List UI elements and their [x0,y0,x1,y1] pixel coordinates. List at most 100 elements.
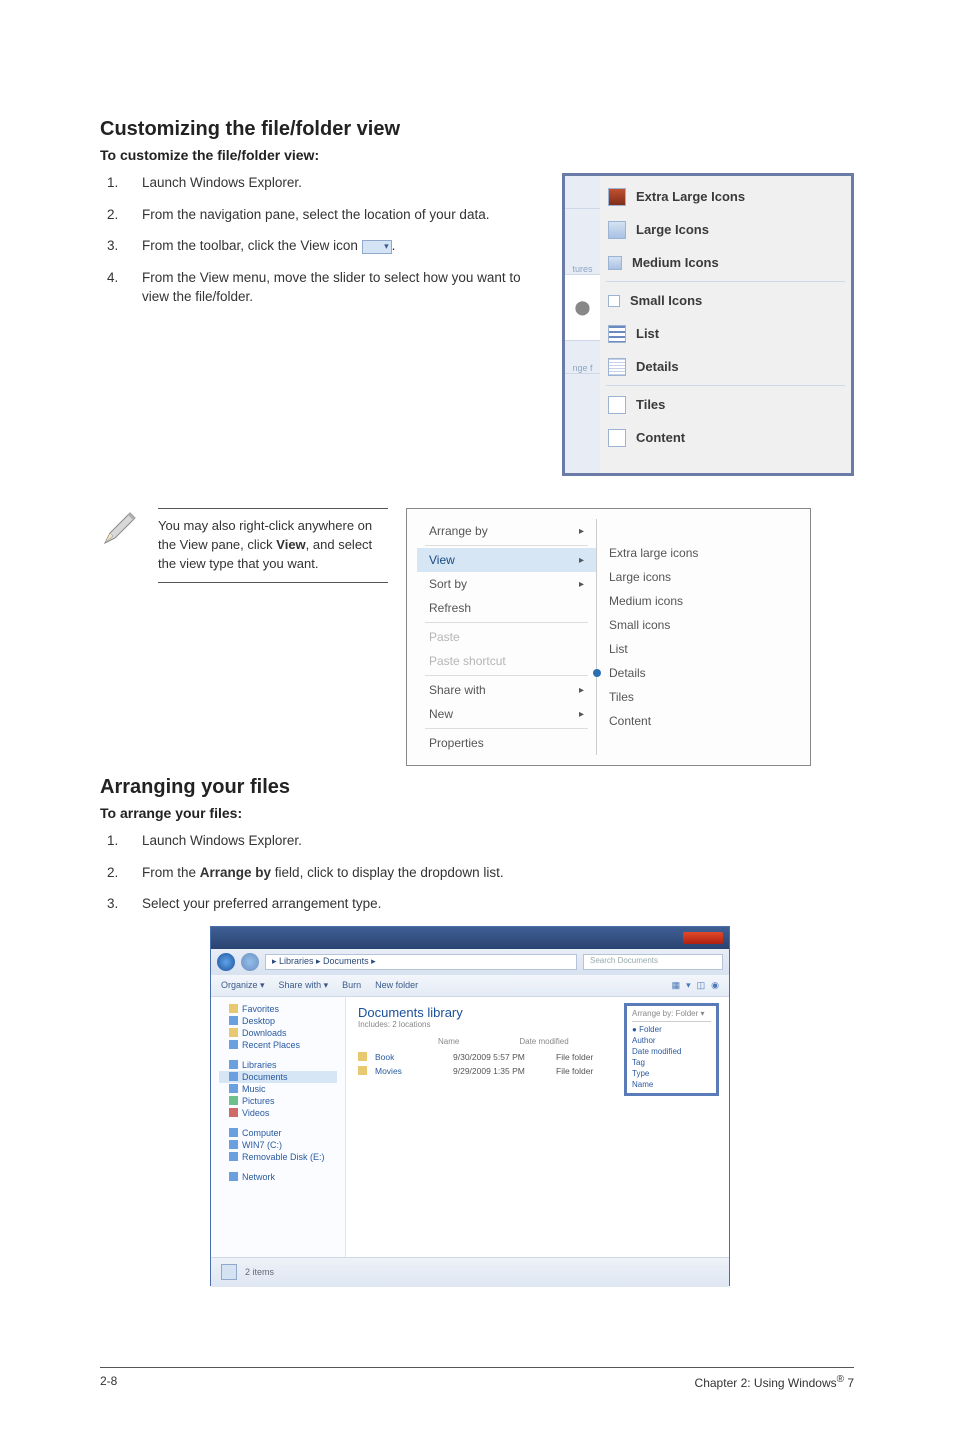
side-c[interactable]: WIN7 (C:) [219,1139,337,1151]
tb-r0[interactable]: ▦ [672,980,681,991]
view-option-large[interactable]: Large Icons [600,213,851,246]
cm-l-1: View [429,553,455,567]
view-option-small[interactable]: Small Icons [600,284,851,317]
cm-r-4[interactable]: List [597,637,800,661]
s2-step-1: Launch Windows Explorer. [122,831,854,851]
explorer-sidebar: Favorites Desktop Downloads Recent Place… [211,997,346,1257]
note-row: You may also right-click anywhere on the… [100,508,854,766]
explorer-main: Documents library Includes: 2 locations … [346,997,729,1257]
side-g1-0: Desktop [242,1016,275,1026]
step-2: From the navigation pane, select the loc… [122,205,542,225]
dd-4[interactable]: Type [632,1068,711,1079]
cm-r-0[interactable]: Extra large icons [597,541,800,565]
arrange-dropdown[interactable]: Arrange by: Folder ▾ ● Folder Author Dat… [624,1003,719,1096]
side-libraries[interactable]: Libraries [219,1059,337,1071]
cm-r-1[interactable]: Large icons [597,565,800,589]
slider-tick-3: nge f [565,341,600,374]
side-music[interactable]: Music [219,1083,337,1095]
close-icon[interactable] [683,932,723,944]
cm-r-l-5: Details [609,666,646,680]
cm-l-11: Properties [429,736,484,750]
side-recent[interactable]: Recent Places [219,1039,337,1051]
large-label: Large Icons [636,222,709,237]
view-option-tiles[interactable]: Tiles [600,388,851,421]
tiles-icon [608,396,626,414]
tb-r3[interactable]: ◉ [711,980,719,991]
tb-share[interactable]: Share with ▾ [279,980,329,991]
view-option-details[interactable]: Details [600,350,851,383]
back-button[interactable] [217,953,235,971]
dd-3[interactable]: Tag [632,1057,711,1068]
col-name[interactable]: Name [438,1037,459,1046]
tb-newfolder[interactable]: New folder [375,980,418,990]
view-slider-row: tures ⬤ nge f Extra Large Icons Large Ic… [565,176,851,473]
cm-r-6[interactable]: Tiles [597,685,800,709]
cm-r-l-0: Extra large icons [609,546,698,560]
footer-post: 7 [844,1376,854,1390]
view-size-menu: tures ⬤ nge f Extra Large Icons Large Ic… [562,173,854,476]
view-option-content[interactable]: Content [600,421,851,454]
side-desktop[interactable]: Desktop [219,1015,337,1027]
folder-icon [358,1066,367,1075]
cm-new[interactable]: New▸ [417,702,596,726]
cm-properties[interactable]: Properties [417,731,596,755]
side-pictures[interactable]: Pictures [219,1095,337,1107]
dd-0[interactable]: ● Folder [632,1024,711,1035]
dd-l0: Folder [639,1025,662,1034]
dd-1[interactable]: Author [632,1035,711,1046]
details-label: Details [636,359,679,374]
cm-r-3[interactable]: Small icons [597,613,800,637]
tb-r1[interactable]: ▾ [686,980,691,991]
bullet-icon [593,669,601,677]
xl-icon [608,188,626,206]
medium-label: Medium Icons [632,255,719,270]
side-g2-3: Videos [242,1108,269,1118]
search-input[interactable]: Search Documents [583,954,723,970]
side-g2-2: Pictures [242,1096,275,1106]
cm-view[interactable]: View▸ [417,548,596,572]
dd-5[interactable]: Name [632,1079,711,1090]
page-footer: 2-8 Chapter 2: Using Windows® 7 [100,1367,854,1390]
side-favorites[interactable]: Favorites [219,1003,337,1015]
view-dropdown-icon [362,240,392,254]
content-icon [608,429,626,447]
view-option-medium[interactable]: Medium Icons [600,246,851,279]
content-label: Content [636,430,685,445]
forward-button[interactable] [241,953,259,971]
view-option-list[interactable]: List [600,317,851,350]
side-g4: Network [219,1171,337,1183]
side-e[interactable]: Removable Disk (E:) [219,1151,337,1163]
cm-r-7[interactable]: Content [597,709,800,733]
view-sep-2 [606,385,845,386]
breadcrumb[interactable]: ▸ Libraries ▸ Documents ▸ [265,954,577,970]
cm-r-2[interactable]: Medium icons [597,589,800,613]
side-documents[interactable]: Documents [219,1071,337,1083]
s2-step-3: Select your preferred arrangement type. [122,894,854,914]
side-downloads[interactable]: Downloads [219,1027,337,1039]
tb-burn[interactable]: Burn [342,980,361,990]
col-date[interactable]: Date modified [519,1037,568,1046]
side-videos[interactable]: Videos [219,1107,337,1119]
cm-r-5[interactable]: Details [597,661,800,685]
cm-l-3: Refresh [429,601,471,615]
tb-r2[interactable]: ◫ [697,980,706,991]
cm-refresh[interactable]: Refresh [417,596,596,620]
cm-arrange-by[interactable]: Arrange by ▸ [417,519,596,543]
arrow-icon: ▸ [579,685,584,696]
footer-rp: Chapter 2: Using Windows [695,1376,837,1390]
arrow-icon: ▸ [579,579,584,590]
cm-share-with[interactable]: Share with▸ [417,678,596,702]
folder-icon [229,1096,238,1105]
view-option-xl[interactable]: Extra Large Icons [600,180,851,213]
arrow-icon: ▸ [579,526,584,537]
explorer-window: ▸ Libraries ▸ Documents ▸ Search Documen… [210,926,730,1286]
tb-organize[interactable]: Organize ▾ [221,980,265,991]
tb-right: ▦ ▾ ◫ ◉ [672,980,719,991]
cm-l-0: Arrange by [429,524,488,538]
side-network[interactable]: Network [219,1171,337,1183]
side-computer[interactable]: Computer [219,1127,337,1139]
dd-2[interactable]: Date modified [632,1046,711,1057]
side-g3-1: Removable Disk (E:) [242,1152,325,1162]
cm-sort-by[interactable]: Sort by▸ [417,572,596,596]
cm-r-l-6: Tiles [609,690,634,704]
